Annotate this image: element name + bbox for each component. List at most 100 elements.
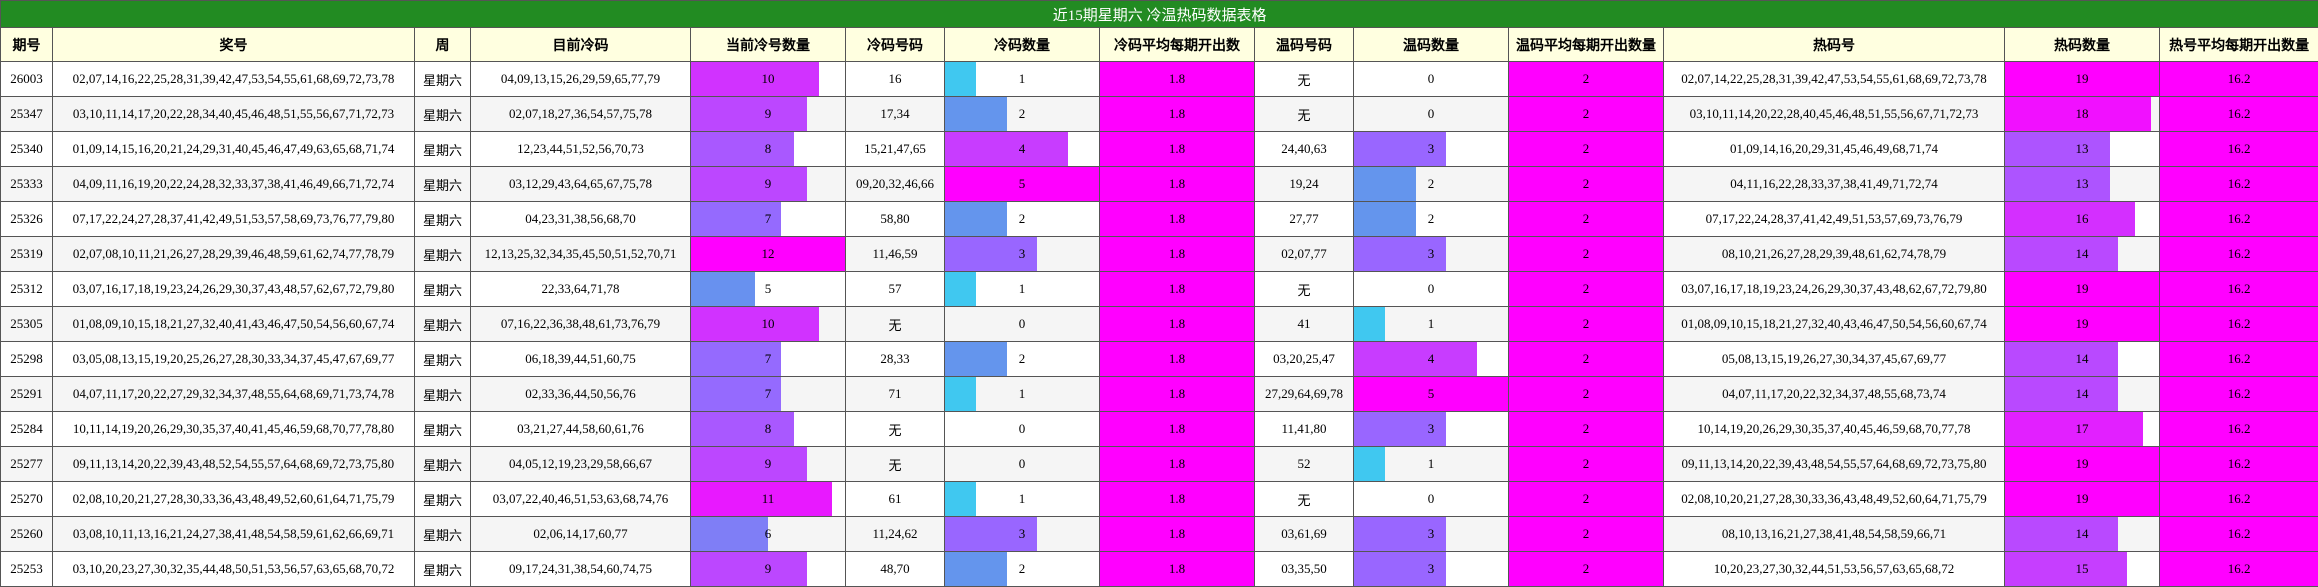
bar-cell: 13 xyxy=(2004,131,2160,167)
bar xyxy=(1100,202,1254,236)
bar xyxy=(1354,447,1385,481)
cell: 无 xyxy=(1254,61,1354,97)
table-row: 25270 02,08,10,20,21,27,28,30,33,36,43,48… xyxy=(0,481,2318,517)
cell: 无 xyxy=(1254,96,1354,132)
bar-cell: 0 xyxy=(1353,271,1509,307)
cell-value: 2 xyxy=(1582,176,1590,191)
cell-value: 2 xyxy=(1582,316,1590,331)
cell-value: 10 xyxy=(761,71,775,86)
bar-cell: 9 xyxy=(690,96,846,132)
bar xyxy=(691,132,794,166)
cell-value: 16.2 xyxy=(2227,421,2251,436)
cell-value: 1 xyxy=(1427,456,1435,471)
cell: 02,07,77 xyxy=(1254,236,1354,272)
cell-value: 0 xyxy=(1427,281,1435,296)
cell: 星期六 xyxy=(414,131,471,167)
cell-value: 19 xyxy=(2075,71,2089,86)
bar xyxy=(1509,167,1663,201)
bar xyxy=(1100,517,1254,551)
cell: 11,24,62 xyxy=(845,516,945,552)
bar-cell: 12 xyxy=(690,236,846,272)
cell-value: 1.8 xyxy=(1168,456,1186,471)
bar xyxy=(2160,377,2318,411)
bar-cell: 16.2 xyxy=(2158,551,2318,587)
bar-cell: 1.8 xyxy=(1099,61,1255,97)
bar-cell: 2 xyxy=(1508,481,1664,517)
cell: 41 xyxy=(1254,306,1354,342)
cell: 26003 xyxy=(0,61,53,97)
header-cell: 周 xyxy=(414,27,471,62)
cell: 03,07,16,17,18,19,23,24,26,29,30,37,43,4… xyxy=(52,271,415,307)
bar-cell: 16.2 xyxy=(2158,61,2318,97)
header-cell: 热码数量 xyxy=(2004,27,2160,62)
cell: 01,08,09,10,15,18,21,27,32,40,41,43,46,4… xyxy=(52,306,415,342)
cell: 03,07,22,40,46,51,53,63,68,74,76 xyxy=(470,481,691,517)
bar xyxy=(1354,202,1416,236)
cell-value: 1.8 xyxy=(1168,281,1186,296)
bar xyxy=(2160,97,2318,131)
bar-cell: 2 xyxy=(1508,201,1664,237)
bar-cell: 2 xyxy=(1508,236,1664,272)
bar-cell: 1.8 xyxy=(1099,131,1255,167)
table-row: 25326 07,17,22,24,27,28,37,41,42,49,51,53… xyxy=(0,201,2318,237)
bar xyxy=(2005,482,2159,516)
bar-cell: 2 xyxy=(944,201,1100,237)
cell: 03,20,25,47 xyxy=(1254,341,1354,377)
cell-value: 12 xyxy=(761,246,775,261)
cell: 08,10,13,16,21,27,38,41,48,54,58,59,66,7… xyxy=(1663,516,2005,552)
cell: 02,33,36,44,50,56,76 xyxy=(470,376,691,412)
cell-value: 1.8 xyxy=(1168,246,1186,261)
bar-cell: 16 xyxy=(2004,201,2160,237)
bar-cell: 16.2 xyxy=(2158,166,2318,202)
cell-value: 9 xyxy=(764,456,772,471)
bar xyxy=(691,482,833,516)
header-cell: 冷码数量 xyxy=(944,27,1100,62)
cell: 57 xyxy=(845,271,945,307)
cell: 星期六 xyxy=(414,551,471,587)
bar-cell: 16.2 xyxy=(2158,481,2318,517)
cell: 04,07,11,17,20,22,32,34,37,48,55,68,73,7… xyxy=(1663,376,2005,412)
cell: 02,07,14,22,25,28,31,39,42,47,53,54,55,6… xyxy=(1663,61,2005,97)
bar xyxy=(2160,517,2318,551)
cell-value: 14 xyxy=(2075,351,2089,366)
bar xyxy=(1100,97,1254,131)
bar-cell: 1.8 xyxy=(1099,481,1255,517)
cell-value: 16.2 xyxy=(2227,106,2251,121)
header-cell: 热码号 xyxy=(1663,27,2005,62)
header-cell: 温码数量 xyxy=(1353,27,1509,62)
cell: 71 xyxy=(845,376,945,412)
cell-value: 2 xyxy=(1582,561,1590,576)
bar xyxy=(1100,412,1254,446)
cell-value: 5 xyxy=(1427,386,1435,401)
table-title: 近15期星期六 冷温热码数据表格 xyxy=(0,0,2318,28)
cell: 10,11,14,19,20,26,29,30,35,37,40,41,45,4… xyxy=(52,411,415,447)
bar xyxy=(1509,97,1663,131)
table-row: 25319 02,07,08,10,11,21,26,27,28,29,39,46… xyxy=(0,236,2318,272)
bar xyxy=(1100,342,1254,376)
bar xyxy=(1509,552,1663,586)
bar-cell: 2 xyxy=(944,341,1100,377)
bar xyxy=(691,202,781,236)
cell: 无 xyxy=(845,411,945,447)
cell-value: 16.2 xyxy=(2227,351,2251,366)
cell: 25284 xyxy=(0,411,53,447)
bar-cell: 11 xyxy=(690,481,846,517)
bar xyxy=(691,307,820,341)
bar-cell: 3 xyxy=(944,236,1100,272)
bar-cell: 15 xyxy=(2004,551,2160,587)
cell: 25260 xyxy=(0,516,53,552)
cell: 11,41,80 xyxy=(1254,411,1354,447)
bar-cell: 19 xyxy=(2004,481,2160,517)
header-cell: 热号平均每期开出数量 xyxy=(2158,27,2318,62)
cell-value: 2 xyxy=(1582,526,1590,541)
cell-value: 9 xyxy=(764,106,772,121)
bar xyxy=(691,97,807,131)
cell: 11,46,59 xyxy=(845,236,945,272)
bar-cell: 2 xyxy=(1508,551,1664,587)
cell-value: 16 xyxy=(2075,211,2089,226)
bar-cell: 14 xyxy=(2004,516,2160,552)
bar-cell: 19 xyxy=(2004,61,2160,97)
cell-value: 1 xyxy=(1018,71,1026,86)
bar xyxy=(2005,447,2159,481)
cell-value: 2 xyxy=(1582,211,1590,226)
